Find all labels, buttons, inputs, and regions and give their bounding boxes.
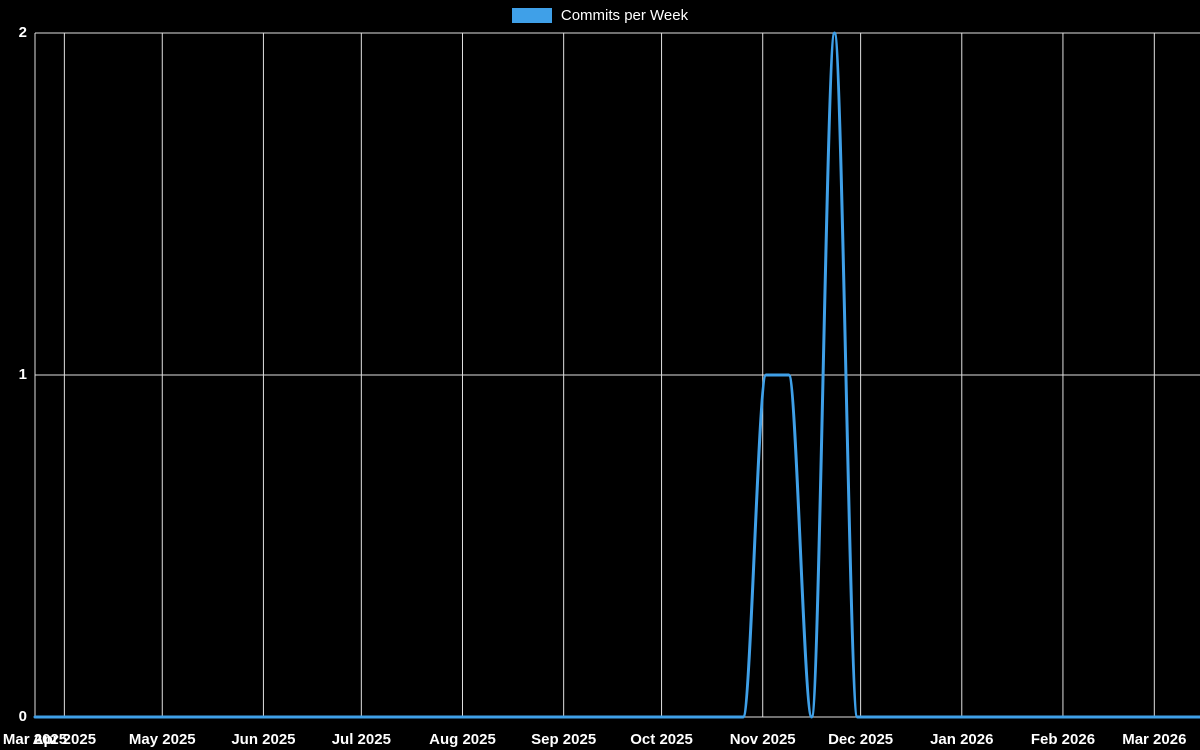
legend-swatch-icon	[511, 8, 552, 23]
x-tick-label: Feb 2026	[1031, 731, 1095, 748]
x-tick-label: Nov 2025	[730, 731, 796, 748]
grid-lines	[34, 32, 1200, 718]
y-tick-label: 1	[19, 366, 27, 383]
legend-label: Commits per Week	[560, 7, 689, 24]
chart-legend: Commits per Week	[0, 8, 1200, 23]
x-tick-label: Sep 2025	[531, 731, 596, 748]
x-tick-label: Jun 2025	[231, 731, 295, 748]
y-tick-label: 2	[19, 24, 27, 41]
x-tick-label: Dec 2025	[828, 731, 893, 748]
x-tick-label: Mar 2025	[3, 731, 67, 748]
y-tick-label: 0	[19, 708, 27, 725]
x-tick-label: Aug 2025	[429, 731, 496, 748]
x-tick-label: Jan 2026	[930, 731, 993, 748]
x-tick-label: Oct 2025	[630, 731, 693, 748]
commits-line-series	[33, 31, 1200, 719]
x-tick-label: May 2025	[129, 731, 196, 748]
legend-item-commits[interactable]: Commits per Week	[511, 7, 689, 24]
x-tick-label: Apr 2025	[33, 731, 96, 748]
x-tick-label: Mar 2026	[1122, 731, 1186, 748]
x-tick-label: Jul 2025	[332, 731, 391, 748]
series-layer	[33, 31, 1200, 719]
